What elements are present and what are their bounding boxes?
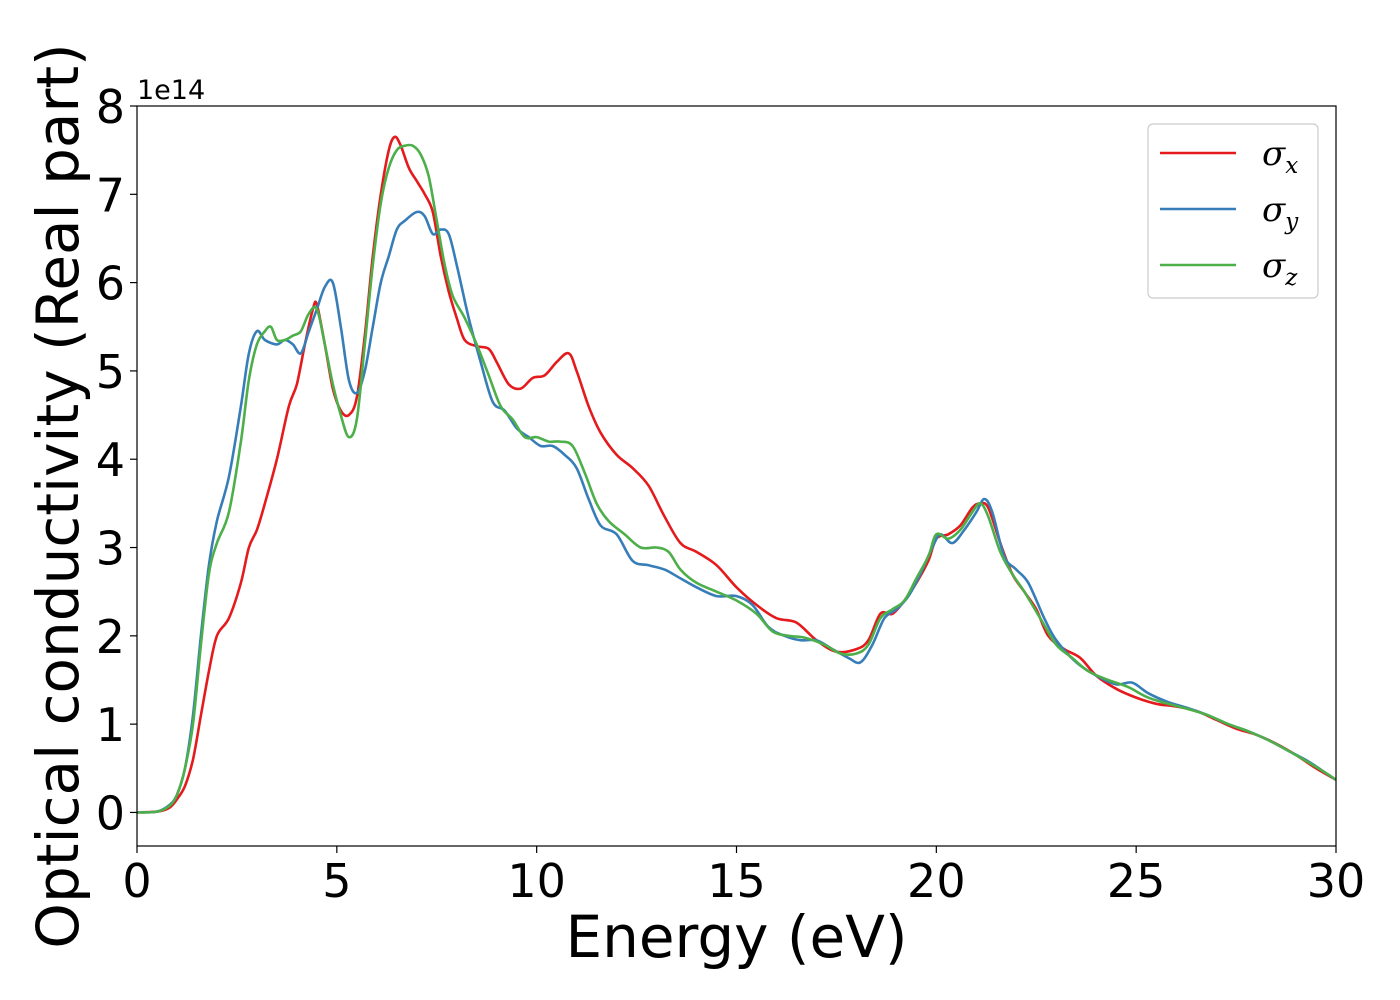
y-axis-ticks: 0 1 2 3 4 5 6 7 8 [96, 80, 137, 840]
y-tick-label: 5 [96, 345, 125, 399]
series-layer [136, 135, 1337, 814]
x-axis-ticks: 0 5 10 15 20 25 30 [122, 846, 1365, 908]
x-tick-label: 0 [122, 854, 151, 908]
series-line-z [136, 143, 1337, 814]
y-tick-label: 1 [96, 698, 125, 752]
y-tick-label: 0 [96, 786, 125, 840]
legend-label-y: σy [1262, 190, 1299, 235]
y-tick-label: 6 [96, 257, 125, 311]
x-tick-label: 30 [1307, 854, 1366, 908]
y-axis-offset-text: 1e14 [137, 75, 205, 106]
series-line-y [136, 210, 1337, 814]
y-tick-label: 3 [96, 522, 125, 576]
x-tick-label: 20 [907, 854, 966, 908]
x-axis-title: Energy (eV) [565, 903, 907, 971]
x-tick-label: 10 [507, 854, 566, 908]
y-tick-label: 4 [96, 433, 125, 487]
y-tick-label: 2 [96, 610, 125, 664]
legend: σx σy σz [1147, 123, 1319, 299]
legend-label-z: σz [1262, 246, 1298, 291]
y-tick-label: 7 [96, 168, 125, 222]
y-tick-label: 8 [96, 80, 125, 134]
legend-label-x: σx [1262, 134, 1298, 179]
y-axis-title: Optical conductivity (Real part) [24, 43, 92, 948]
x-tick-label: 5 [322, 854, 351, 908]
x-tick-label: 25 [1107, 854, 1166, 908]
legend-box [1147, 123, 1319, 299]
x-tick-label: 15 [707, 854, 766, 908]
